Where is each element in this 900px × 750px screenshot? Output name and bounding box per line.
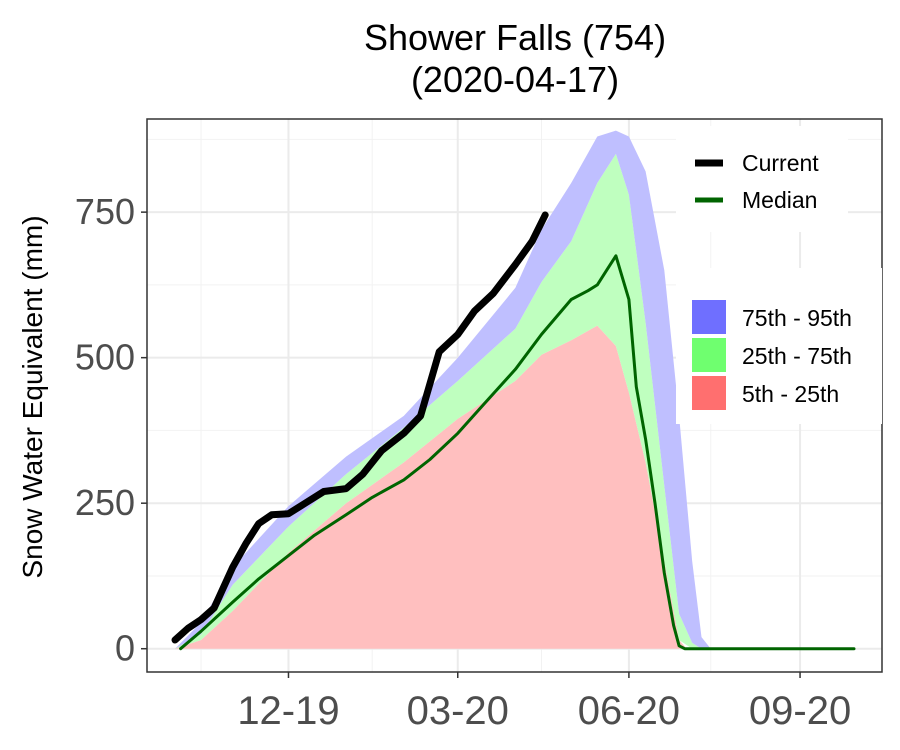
line-median <box>179 254 856 651</box>
legend-label-75th-95th: 75th - 95th <box>742 305 852 331</box>
chart-title: Shower Falls (754) <box>364 17 666 58</box>
band-75th-95th <box>175 130 854 649</box>
x-tick-label: 06-20 <box>578 689 680 733</box>
band-5th-25th <box>175 325 854 649</box>
y-tick-label: 750 <box>75 191 135 232</box>
y-tick-label: 0 <box>115 628 135 669</box>
legend-key-25th-75th <box>692 338 726 372</box>
legend-label-25th-75th: 25th - 75th <box>742 343 852 369</box>
legend-lines-box <box>676 126 848 232</box>
y-tick-label: 250 <box>75 482 135 523</box>
legend-label-current: Current <box>742 150 819 176</box>
band-25th-75th <box>175 153 854 649</box>
legend-label-5th-25th: 5th - 25th <box>742 381 839 407</box>
y-axis-label: Snow Water Equivalent (mm) <box>17 215 48 578</box>
x-tick-label: 09-20 <box>749 689 851 733</box>
x-tick-label: 12-19 <box>237 689 339 733</box>
y-tick-label: 500 <box>75 337 135 378</box>
legend-label-median: Median <box>742 187 817 213</box>
x-tick-label: 03-20 <box>407 689 509 733</box>
chart-subtitle: (2020-04-17) <box>411 59 619 100</box>
legend-key-75th-95th <box>692 300 726 334</box>
line-current <box>171 211 549 644</box>
legend-key-5th-25th <box>692 376 726 410</box>
